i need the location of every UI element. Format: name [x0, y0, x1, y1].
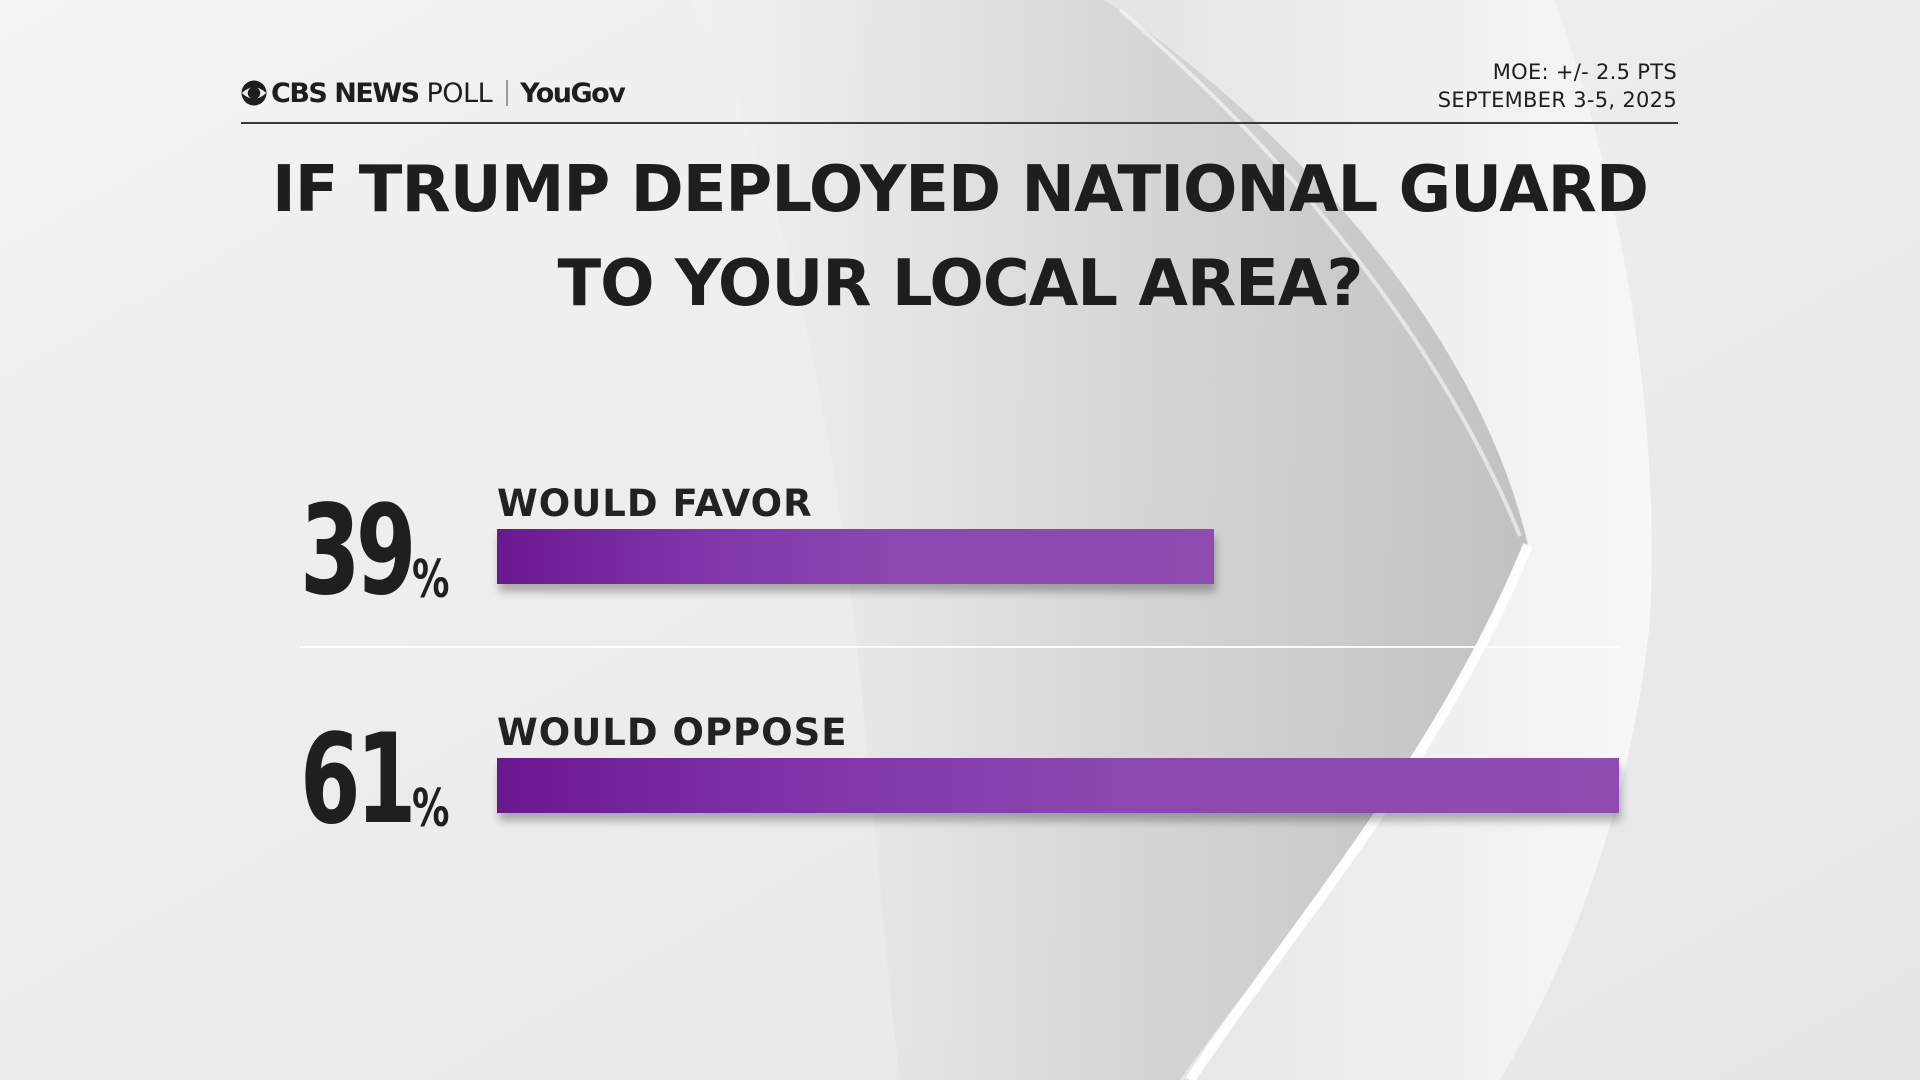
- row-divider: [300, 646, 1619, 648]
- cbs-eye-icon: [241, 80, 267, 106]
- value-label-would-oppose: 61%: [300, 708, 459, 852]
- percent-sign: %: [412, 550, 450, 610]
- poll-meta: MOE: +/- 2.5 PTS SEPTEMBER 3-5, 2025: [1438, 58, 1677, 114]
- brand-yougov: YouGov: [520, 77, 626, 109]
- brand-separator: [506, 80, 509, 106]
- value-number: 39: [300, 479, 416, 623]
- chart-title-line-2: TO YOUR LOCAL AREA?: [557, 247, 1364, 321]
- bar-would-favor: [497, 529, 1214, 584]
- chart-title: IF TRUMP DEPLOYED NATIONAL GUARD TO YOUR…: [160, 143, 1760, 331]
- category-label-would-oppose: WOULD OPPOSE: [497, 711, 848, 754]
- brand-cbs-news: CBS NEWS: [271, 77, 420, 109]
- category-label-would-favor: WOULD FAVOR: [497, 482, 813, 525]
- value-number: 61: [300, 708, 416, 852]
- brand-header: CBS NEWS POLL YouGov: [240, 76, 626, 110]
- brand-poll: POLL: [426, 77, 493, 109]
- bar-would-oppose: [497, 758, 1619, 813]
- header-divider: [241, 122, 1678, 124]
- margin-of-error: MOE: +/- 2.5 PTS: [1492, 60, 1677, 84]
- chart-title-line-1: IF TRUMP DEPLOYED NATIONAL GUARD: [271, 153, 1649, 227]
- poll-dates: SEPTEMBER 3-5, 2025: [1437, 88, 1677, 112]
- value-label-would-favor: 39%: [300, 479, 459, 623]
- percent-sign: %: [412, 779, 450, 839]
